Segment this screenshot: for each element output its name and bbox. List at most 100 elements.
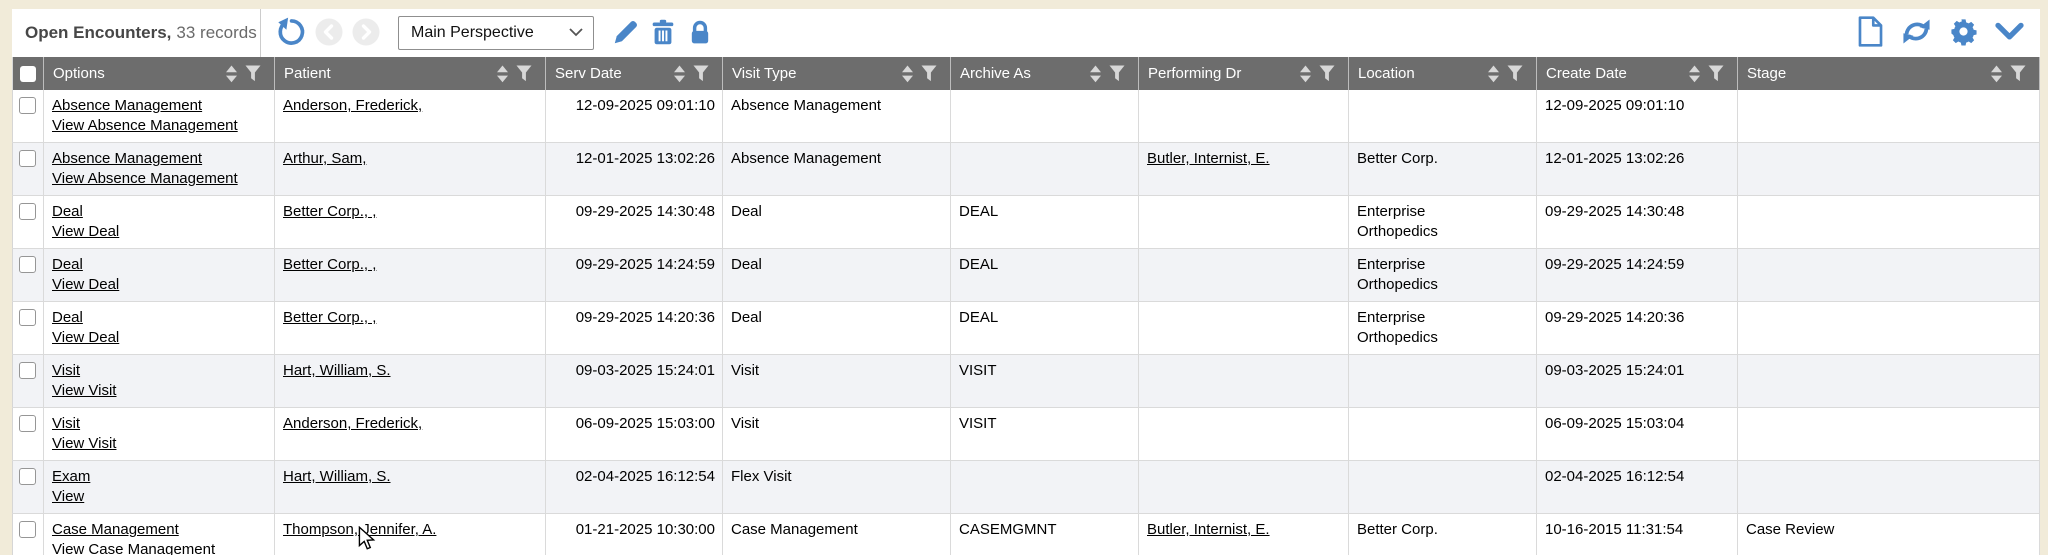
row-checkbox[interactable] [19,309,36,326]
filter-funnel-icon[interactable] [1109,65,1125,82]
sort-icon[interactable] [1299,65,1312,83]
encounter-open-link[interactable]: Absence Management [52,150,203,167]
column-header-options[interactable]: Options [43,57,275,90]
encounter-open-link[interactable]: Deal [52,309,83,326]
new-record-button[interactable] [1857,16,1884,50]
sort-icon[interactable] [901,65,914,83]
next-button[interactable] [352,18,380,49]
sort-icon[interactable] [1487,65,1500,83]
encounter-open-link[interactable]: Visit [52,362,81,379]
encounter-view-link[interactable]: View Absence Management [52,117,238,134]
filter-funnel-icon[interactable] [1319,65,1335,82]
patient-link[interactable]: Better Corp., , [283,309,377,326]
patient-cell: Better Corp., , [274,301,546,355]
row-checkbox[interactable] [19,521,36,538]
previous-button[interactable] [315,18,343,49]
column-label: Performing Dr [1148,65,1242,82]
patient-link[interactable]: Anderson, Frederick, [283,97,423,114]
create-date-cell: 09-03-2025 15:24:01 [1536,354,1738,408]
edit-perspective-button[interactable] [612,18,640,49]
filter-funnel-icon[interactable] [921,65,937,82]
patient-link[interactable]: Hart, William, S. [283,362,391,379]
column-header-patient[interactable]: Patient [274,57,546,90]
sort-icon[interactable] [1688,65,1701,83]
filter-funnel-icon[interactable] [245,65,261,82]
column-header-stage[interactable]: Stage [1737,57,2040,90]
sort-icon[interactable] [1990,65,2003,83]
encounter-view-link[interactable]: View Deal [52,329,120,346]
row-checkbox[interactable] [19,97,36,114]
row-checkbox[interactable] [19,256,36,273]
filter-funnel-icon[interactable] [2010,65,2026,82]
column-header-visit-type[interactable]: Visit Type [722,57,951,90]
encounter-view-link[interactable]: View Visit [52,382,117,399]
location-cell: Enterprise Orthopedics [1348,301,1537,355]
delete-perspective-button[interactable] [649,18,677,49]
visit-type-text: Visit [731,415,760,432]
patient-link[interactable]: Thompson, Jennifer, A. [283,521,437,538]
encounter-view-link[interactable]: View Absence Management [52,170,238,187]
select-all-checkbox[interactable] [20,65,36,82]
performing-dr-link[interactable]: Butler, Internist, E. [1147,521,1270,538]
refresh-button[interactable] [1901,16,1932,50]
sort-icon[interactable] [496,65,509,83]
archive-as-cell [950,460,1139,514]
column-header-create-date[interactable]: Create Date [1536,57,1738,90]
serv-date-cell: 09-29-2025 14:24:59 [545,248,723,302]
patient-link[interactable]: Anderson, Frederick, [283,415,423,432]
column-header-location[interactable]: Location [1348,57,1537,90]
filter-funnel-icon[interactable] [516,65,532,82]
settings-button[interactable] [1949,17,1978,49]
serv-date-text: 12-01-2025 13:02:26 [575,150,715,167]
create-date-text: 12-01-2025 13:02:26 [1545,150,1685,167]
location-text: Enterprise Orthopedics [1357,309,1438,346]
encounter-view-link[interactable]: View Deal [52,223,120,240]
performing-dr-link[interactable]: Butler, Internist, E. [1147,150,1270,167]
record-count: 33 records [176,23,257,42]
patient-link[interactable]: Hart, William, S. [283,468,391,485]
filter-funnel-icon[interactable] [1507,65,1523,82]
patient-link[interactable]: Arthur, Sam, [283,150,367,167]
sort-icon[interactable] [673,65,686,83]
create-date-text: 09-29-2025 14:20:36 [1545,309,1685,326]
row-checkbox[interactable] [19,362,36,379]
serv-date-cell: 09-29-2025 14:30:48 [545,195,723,249]
encounter-view-link[interactable]: View [52,488,85,505]
encounter-open-link[interactable]: Exam [52,468,91,485]
location-text: Better Corp. [1357,521,1438,538]
row-select-cell [12,142,44,196]
lock-perspective-button[interactable] [686,18,714,49]
stage-cell [1737,354,2040,408]
patient-link[interactable]: Better Corp., , [283,256,377,273]
filter-funnel-icon[interactable] [693,65,709,82]
row-checkbox[interactable] [19,203,36,220]
perspective-select[interactable]: Main Perspective [398,16,594,50]
encounter-view-link[interactable]: View Deal [52,276,120,293]
encounter-open-link[interactable]: Deal [52,203,83,220]
undo-button[interactable] [276,17,306,50]
visit-type-text: Case Management [731,521,858,538]
encounter-view-link[interactable]: View Case Management [52,541,216,555]
column-header-serv-date[interactable]: Serv Date [545,57,723,90]
performing-dr-cell [1138,248,1349,302]
column-header-performing-dr[interactable]: Performing Dr [1138,57,1349,90]
row-checkbox[interactable] [19,415,36,432]
encounter-view-link[interactable]: View Visit [52,435,117,452]
encounter-open-link[interactable]: Case Management [52,521,179,538]
column-header-archive-as[interactable]: Archive As [950,57,1139,90]
collapse-button[interactable] [1995,22,2024,45]
performing-dr-cell: Butler, Internist, E. [1138,513,1349,555]
row-checkbox[interactable] [19,468,36,485]
visit-type-text: Absence Management [731,97,882,114]
encounter-open-link[interactable]: Absence Management [52,97,203,114]
encounter-open-link[interactable]: Visit [52,415,81,432]
archive-as-text: VISIT [959,415,997,432]
sort-icon[interactable] [1089,65,1102,83]
sort-icon[interactable] [225,65,238,83]
encounter-open-link[interactable]: Deal [52,256,83,273]
patient-link[interactable]: Better Corp., , [283,203,377,220]
row-checkbox[interactable] [19,150,36,167]
serv-date-text: 06-09-2025 15:03:00 [575,415,715,432]
table-row: Absence Management View Absence Managemen… [12,90,2040,143]
filter-funnel-icon[interactable] [1708,65,1724,82]
